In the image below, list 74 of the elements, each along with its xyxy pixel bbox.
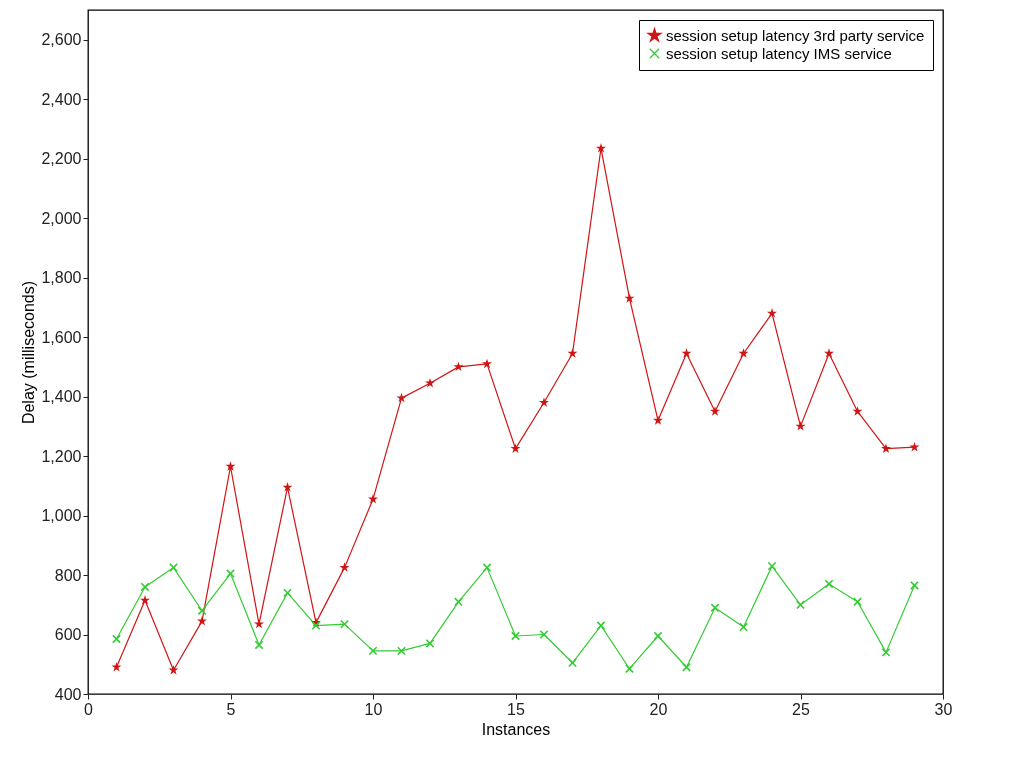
point: [824, 579, 834, 589]
point: [511, 631, 520, 641]
y-axis-title: Delay (milliseconds): [20, 280, 38, 425]
point: [852, 406, 863, 416]
point: [625, 664, 634, 674]
x-tick-label: 15: [507, 700, 525, 718]
legend-label: session setup latency IMS service: [666, 44, 892, 62]
x-tick-label: 10: [364, 700, 383, 718]
point: [682, 662, 691, 672]
x-tick-label: 30: [934, 700, 953, 718]
x-tick-label: 5: [226, 700, 236, 718]
point: [653, 415, 663, 425]
point: [567, 348, 578, 358]
point: [453, 361, 464, 372]
y-tick-label: 600: [54, 626, 82, 644]
point: [624, 293, 635, 303]
point: [824, 348, 834, 358]
point: [539, 630, 549, 639]
point: [283, 588, 292, 598]
point: [739, 622, 748, 632]
point: [539, 397, 549, 407]
point: [311, 621, 321, 631]
point: [853, 597, 862, 607]
point: [710, 406, 720, 416]
point: [169, 563, 178, 573]
point: [111, 661, 122, 672]
point: [910, 580, 919, 590]
y-tick-label: 400: [54, 685, 82, 703]
y-tick-label: 1,600: [41, 328, 82, 346]
x-axis-title: Instances: [481, 720, 551, 738]
x-tick-label: 20: [649, 700, 668, 718]
point: [795, 421, 806, 431]
point: [197, 606, 207, 616]
y-tick-label: 2,600: [41, 31, 82, 49]
point: [482, 358, 492, 369]
y-tick-label: 1,800: [41, 269, 82, 287]
y-tick-label: 800: [54, 566, 82, 584]
y-tick-label: 1,400: [41, 388, 82, 406]
point: [425, 638, 435, 648]
point: [254, 640, 264, 650]
point: [653, 631, 663, 641]
point: [454, 597, 463, 607]
y-tick-label: 2,200: [41, 150, 82, 168]
point: [681, 348, 692, 358]
point: [738, 348, 749, 358]
point: [225, 461, 236, 471]
y-tick-label: 2,400: [41, 90, 82, 108]
x-tick-label: 25: [792, 700, 810, 718]
point: [510, 443, 521, 453]
point: [254, 618, 264, 629]
y-tick-label: 2,000: [41, 209, 82, 227]
point: [397, 646, 406, 656]
point: [168, 664, 179, 675]
point: [339, 562, 350, 572]
point: [396, 392, 407, 403]
y-tick-label: 1,200: [41, 447, 82, 465]
point: [909, 441, 920, 452]
point: [881, 443, 891, 453]
point: [340, 619, 349, 629]
point: [140, 582, 150, 592]
point: [568, 658, 577, 668]
legend-label: session setup latency 3rd party service: [666, 26, 925, 44]
point: [282, 482, 293, 492]
point: [596, 621, 606, 631]
point: [226, 569, 235, 579]
x-tick-label: 0: [84, 700, 94, 718]
point: [881, 647, 891, 657]
point: [767, 561, 777, 571]
y-tick-label: 1,000: [41, 507, 82, 525]
point: [482, 563, 492, 573]
point: [710, 603, 720, 613]
point: [368, 646, 378, 656]
point: [796, 600, 805, 610]
point: [112, 634, 121, 644]
